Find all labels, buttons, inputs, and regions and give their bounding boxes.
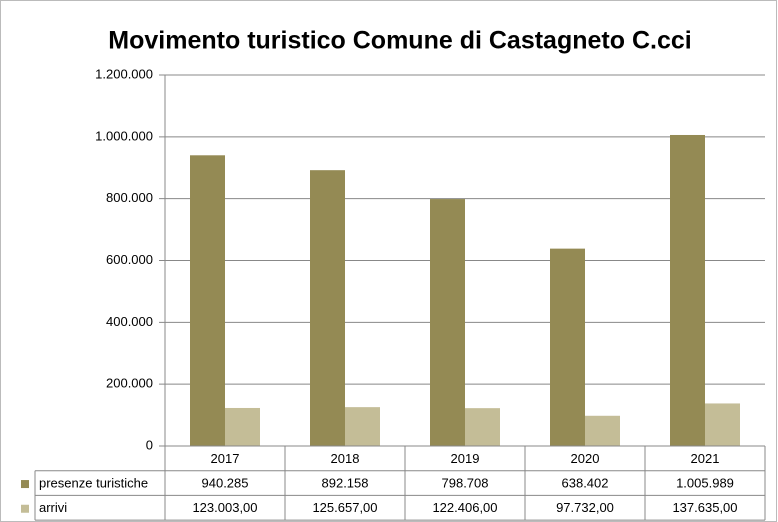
data-label: 1.005.989 [676, 475, 734, 490]
bar [670, 134, 705, 446]
y-tick-label: 1.000.000 [95, 128, 153, 143]
bar [465, 408, 500, 446]
y-tick-label: 600.000 [106, 252, 153, 267]
x-tick-label: 2021 [691, 451, 720, 466]
data-label: 123.003,00 [192, 500, 257, 515]
data-label: 122.406,00 [432, 500, 497, 515]
data-label: 638.402 [562, 475, 609, 490]
legend-swatch [21, 504, 29, 513]
legend-swatch [21, 480, 29, 489]
bar [585, 415, 620, 446]
y-tick-label: 200.000 [106, 376, 153, 391]
data-label: 940.285 [202, 475, 249, 490]
x-tick-label: 2018 [331, 451, 360, 466]
y-tick-label: 0 [146, 437, 153, 452]
x-tick-label: 2020 [571, 451, 600, 466]
bar [190, 155, 225, 446]
x-tick-label: 2017 [211, 451, 240, 466]
bar [310, 170, 345, 446]
bar [345, 407, 380, 446]
bar [550, 248, 585, 446]
y-tick-label: 1.200.000 [95, 66, 153, 81]
bar [225, 407, 260, 446]
bar [430, 199, 465, 446]
y-tick-label: 400.000 [106, 314, 153, 329]
data-label: 97.732,00 [556, 500, 614, 515]
x-tick-label: 2019 [451, 451, 480, 466]
data-label: 892.158 [322, 475, 369, 490]
legend-label: arrivi [39, 500, 67, 515]
bar [705, 403, 740, 446]
data-label: 125.657,00 [312, 500, 377, 515]
y-tick-label: 800.000 [106, 190, 153, 205]
legend-label: presenze turistiche [39, 475, 148, 490]
data-label: 137.635,00 [672, 500, 737, 515]
data-label: 798.708 [442, 475, 489, 490]
chart-title: Movimento turistico Comune di Castagneto… [108, 27, 691, 55]
